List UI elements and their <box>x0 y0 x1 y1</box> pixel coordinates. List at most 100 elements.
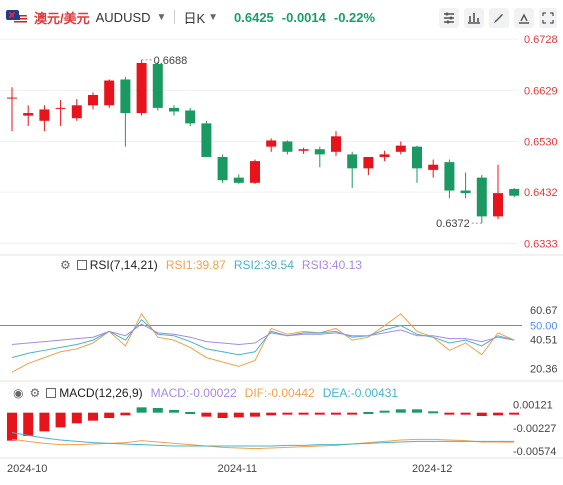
candle-body <box>347 154 358 169</box>
candle-body <box>88 94 98 106</box>
macd-y-tick-label: -0.00227 <box>513 423 556 435</box>
macd-bar <box>152 408 163 413</box>
indicator-icon[interactable] <box>439 8 459 28</box>
macd-bar <box>250 412 260 417</box>
rsi-y-tick-label: 40.51 <box>530 334 558 346</box>
candle-body <box>233 177 244 183</box>
eye-icon[interactable]: ◉ <box>13 386 24 400</box>
candle-body <box>55 107 66 109</box>
dea-line <box>11 432 515 447</box>
candle-body <box>217 156 228 181</box>
low-annotation: 0.6372 <box>436 218 470 230</box>
high-annotation: 0.6688 <box>154 55 188 67</box>
expand-icon[interactable] <box>539 8 557 28</box>
candle-body <box>379 154 390 157</box>
macd-bar <box>493 412 503 416</box>
pair-name[interactable]: 澳元/美元 <box>34 10 90 26</box>
macd-bar <box>282 412 293 415</box>
rsi-line-rsi3 <box>11 323 515 345</box>
candle-body <box>201 123 212 157</box>
pair-code[interactable]: AUDUSD <box>95 9 151 25</box>
macd-legend: ◉ ⚙ MACD(12,26,9) MACD:-0.00022 DIF:-0.0… <box>13 386 398 400</box>
period-selector[interactable]: 日K <box>183 10 206 26</box>
x-tick-label: 2024-10 <box>7 463 47 475</box>
rsi1-value: RSI1:39.87 <box>165 258 226 272</box>
y-tick-label: 0.6530 <box>524 136 558 148</box>
candle-body <box>412 146 422 169</box>
macd-bar <box>104 412 115 418</box>
macd-bar <box>444 412 455 415</box>
candle-body <box>120 79 131 114</box>
rsi-y-tick-label: 50.00 <box>530 321 558 333</box>
macd-bar <box>428 411 439 414</box>
rsi3-value: RSI3:40.13 <box>301 258 362 272</box>
candle-body <box>71 105 82 119</box>
y-tick-label: 0.6728 <box>524 34 558 46</box>
macd-bar <box>476 412 487 416</box>
settings-icon[interactable]: ⚙ <box>29 386 41 400</box>
chart-canvas[interactable]: 0.6728 0.6629 0.6530 0.6432 0.6333 0.6688 0.63… <box>0 34 563 485</box>
x-tick-label: 2024-11 <box>218 463 258 475</box>
dif-value: DIF:-0.00442 <box>244 386 315 400</box>
macd-bar <box>185 412 196 414</box>
chevron-down-icon[interactable]: ▼ <box>208 11 219 23</box>
expand-icon[interactable] <box>76 260 87 270</box>
macd-bar <box>298 412 309 415</box>
candle-body <box>428 164 439 170</box>
macd-bar <box>412 409 422 413</box>
settings-icon[interactable] <box>514 8 534 28</box>
macd-y-tick-label: 0.00121 <box>513 400 553 412</box>
candle-body <box>444 162 455 191</box>
dea-value: DEA:-0.00431 <box>322 386 399 400</box>
macd-bar <box>217 412 228 418</box>
rsi-legend: ⚙ RSI(7,14,21) RSI1:39.87 RSI2:39.54 RSI… <box>60 258 362 272</box>
y-tick-label: 0.6432 <box>524 187 558 199</box>
price-change-percent: -0.22% <box>333 9 376 25</box>
header-left: 澳元/美元 AUDUSD ▼ 日K ▼ 0.6425 -0.0014 -0.22… <box>6 8 375 26</box>
candle-body <box>7 97 17 99</box>
macd-bar <box>169 410 179 413</box>
rsi-line-rsi1 <box>11 312 515 373</box>
candle-body <box>493 193 503 217</box>
candle-body <box>266 140 277 147</box>
macd-bar <box>363 412 374 414</box>
x-tick-label: 2024-12 <box>412 463 452 475</box>
rsi-line-rsi2 <box>11 318 515 359</box>
chart-header: 澳元/美元 AUDUSD ▼ 日K ▼ 0.6425 -0.0014 -0.22… <box>0 0 563 34</box>
candle-body <box>314 149 325 155</box>
macd-bar <box>347 412 358 415</box>
candle-body <box>104 80 115 106</box>
candle-body <box>282 141 293 152</box>
candle-body <box>476 177 487 217</box>
candle-body <box>331 136 341 152</box>
candle-body <box>152 63 163 108</box>
macd-bar <box>379 410 390 413</box>
chart-type-icon[interactable] <box>464 8 484 28</box>
macd-params: MACD(12,26,9) <box>59 386 143 400</box>
macd-bar <box>55 412 66 428</box>
candle-body <box>460 190 471 194</box>
price-change: -0.0014 <box>281 9 326 25</box>
rsi2-value: RSI2:39.54 <box>233 258 294 272</box>
chevron-down-icon[interactable]: ▼ <box>156 11 167 23</box>
settings-icon[interactable]: ⚙ <box>60 258 71 272</box>
macd-bar <box>136 407 147 413</box>
macd-bar <box>266 412 277 416</box>
candle-body <box>250 161 260 183</box>
macd-bar <box>71 412 82 424</box>
candle-body <box>509 189 520 196</box>
y-tick-label: 0.6333 <box>524 238 558 250</box>
candle-body <box>39 109 50 121</box>
candle-body <box>23 113 34 116</box>
candle-body <box>298 149 309 151</box>
draw-icon[interactable] <box>489 8 509 28</box>
candle-body <box>136 62 147 114</box>
flag-icon <box>6 10 28 24</box>
candle-body <box>185 110 196 124</box>
macd-bar <box>460 412 471 415</box>
rsi-y-tick-label: 20.36 <box>530 364 558 376</box>
expand-icon[interactable] <box>46 388 57 398</box>
macd-bar <box>509 412 520 415</box>
macd-bar <box>7 412 17 441</box>
